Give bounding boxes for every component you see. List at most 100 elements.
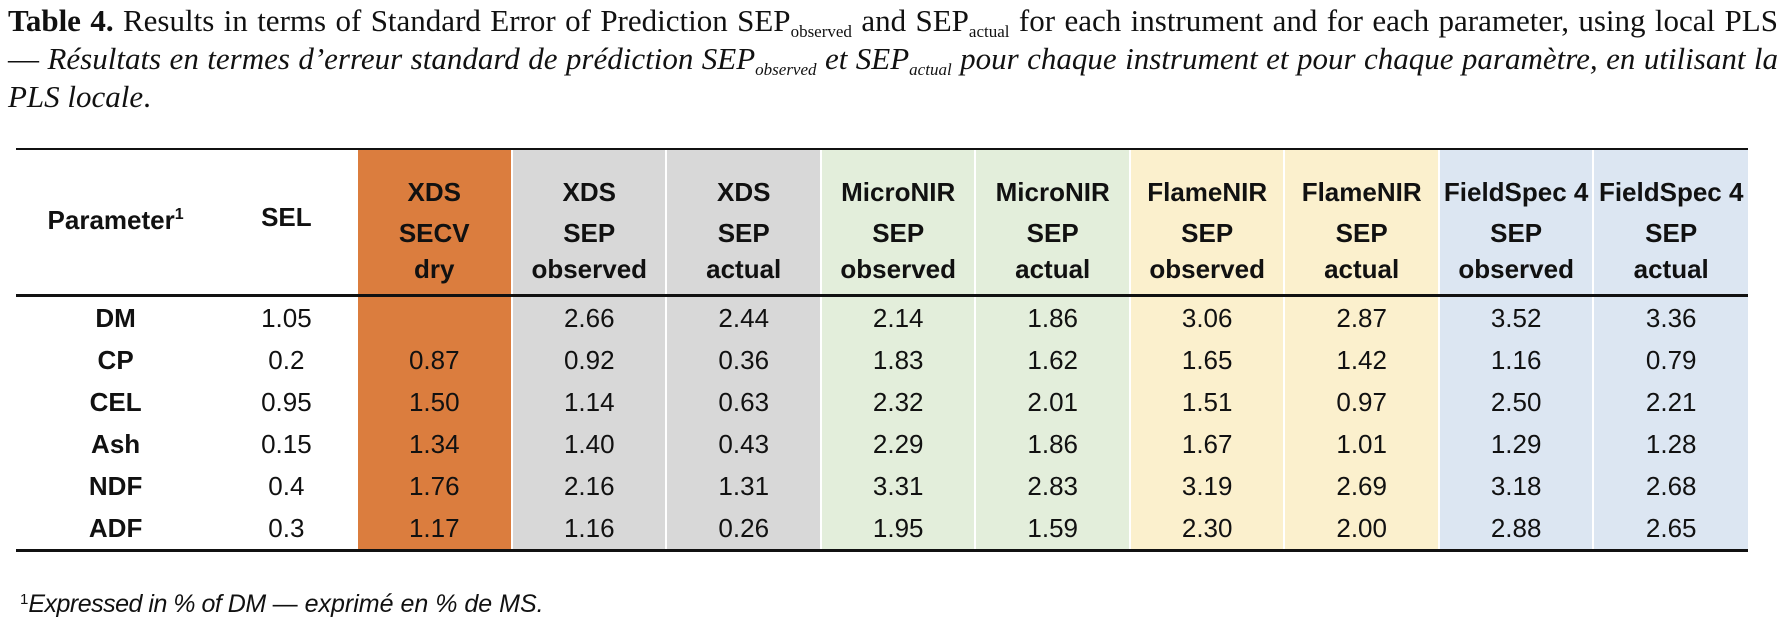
header-instrument-0: XDS bbox=[357, 148, 512, 212]
cell-value: 3.06 bbox=[1128, 295, 1285, 339]
cell-value: 0.92 bbox=[510, 339, 667, 381]
cell-value: 1.51 bbox=[1128, 381, 1285, 423]
header-variant-6: actual bbox=[1283, 254, 1439, 297]
cell-value: 1.14 bbox=[510, 381, 667, 423]
table-body: DM 1.05 2.66 2.44 2.14 1.86 3.06 2.87 3.52 3.36 CP… bbox=[16, 295, 1748, 552]
cell-value: 2.66 bbox=[510, 295, 667, 339]
header-metric-2: SEP bbox=[665, 212, 821, 254]
table-caption: Table 4. Results in terms of Standard Er… bbox=[8, 2, 1778, 116]
caption-en-1: Results in terms of Standard Error of Pr… bbox=[113, 3, 791, 38]
table-row: CEL 0.95 1.50 1.14 0.63 2.32 2.01 1.51 0.97 2.50 2… bbox=[16, 381, 1748, 423]
row-parameter: CP bbox=[97, 344, 134, 375]
cell-value: 1.17 bbox=[357, 507, 512, 552]
cell-value: 2.00 bbox=[1283, 507, 1439, 552]
cell-value: 2.29 bbox=[819, 423, 976, 465]
cell-value bbox=[357, 295, 512, 339]
caption-fr-sub-1: observed bbox=[755, 60, 817, 79]
header-instrument-3: MicroNIR bbox=[819, 148, 976, 212]
header-row-instrument: Parameter1 SEL XDS XDS XDS MicroNIR MicroNIR… bbox=[16, 148, 1748, 297]
cell-value: 0.26 bbox=[665, 507, 821, 552]
cell-value: 1.34 bbox=[357, 423, 512, 465]
cell-value: 2.69 bbox=[1283, 465, 1439, 507]
header-sel: SEL bbox=[215, 148, 358, 297]
header-variant-1: observed bbox=[510, 254, 667, 297]
footnote: 1Expressed in % of DM — exprimé en % de … bbox=[20, 590, 544, 619]
table-row: ADF 0.3 1.17 1.16 0.26 1.95 1.59 2.30 2.00 2.88 2.… bbox=[16, 507, 1748, 552]
cell-value: 1.31 bbox=[665, 465, 821, 507]
header-variant-3: observed bbox=[819, 254, 976, 297]
header-variant-7: observed bbox=[1437, 254, 1594, 297]
header-instrument-8: FieldSpec 4 bbox=[1592, 148, 1748, 212]
cell-value: 1.40 bbox=[510, 423, 667, 465]
cell-value: 3.31 bbox=[819, 465, 976, 507]
cell-value: 1.95 bbox=[819, 507, 976, 552]
cell-value: 3.52 bbox=[1437, 295, 1594, 339]
caption-label: Table 4. bbox=[8, 3, 114, 38]
cell-value: 2.87 bbox=[1283, 295, 1439, 339]
row-sel: 0.3 bbox=[215, 507, 358, 552]
cell-value: 1.83 bbox=[819, 339, 976, 381]
cell-value: 0.43 bbox=[665, 423, 821, 465]
header-row-variant: dry observed actual observed actual observed a… bbox=[16, 254, 1748, 297]
table-row: NDF 0.4 1.76 2.16 1.31 3.31 2.83 3.19 2.69 3.18 2.… bbox=[16, 465, 1748, 507]
table-row: DM 1.05 2.66 2.44 2.14 1.86 3.06 2.87 3.52 3.36 bbox=[16, 295, 1748, 339]
cell-value: 1.65 bbox=[1128, 339, 1285, 381]
row-sel: 0.4 bbox=[268, 470, 305, 501]
header-variant-2: actual bbox=[665, 254, 821, 297]
cell-value: 2.83 bbox=[974, 465, 1130, 507]
row-parameter: DM bbox=[95, 302, 136, 333]
caption-en-sub-2: actual bbox=[968, 22, 1010, 41]
cell-value: 1.42 bbox=[1283, 339, 1439, 381]
cell-value: 1.59 bbox=[974, 507, 1130, 552]
row-sel: 1.05 bbox=[261, 302, 312, 333]
caption-fr-2: et SEP bbox=[816, 41, 910, 76]
header-parameter: Parameter1 bbox=[16, 148, 216, 297]
header-row-metric: SECV SEP SEP SEP SEP SEP SEP SEP SEP bbox=[16, 212, 1748, 254]
header-metric-4: SEP bbox=[974, 212, 1130, 254]
cell-value: 1.76 bbox=[357, 465, 512, 507]
cell-value: 0.63 bbox=[665, 381, 821, 423]
row-parameter: Ash bbox=[91, 428, 141, 459]
footnote-sup: 1 bbox=[20, 591, 29, 608]
cell-value: 0.97 bbox=[1283, 381, 1439, 423]
cell-value: 3.18 bbox=[1437, 465, 1594, 507]
header-variant-0: dry bbox=[357, 254, 512, 297]
caption-en-2: and SEP bbox=[851, 3, 969, 38]
cell-value: 2.68 bbox=[1592, 465, 1748, 507]
header-instrument-1: XDS bbox=[510, 148, 667, 212]
cell-value: 2.44 bbox=[665, 295, 821, 339]
cell-value: 1.50 bbox=[357, 381, 512, 423]
cell-value: 1.29 bbox=[1437, 423, 1594, 465]
header-metric-8: SEP bbox=[1592, 212, 1748, 254]
header-metric-1: SEP bbox=[510, 212, 667, 254]
cell-value: 0.79 bbox=[1592, 339, 1748, 381]
cell-value: 1.28 bbox=[1592, 423, 1748, 465]
row-parameter: CEL bbox=[89, 386, 142, 417]
footnote-dash: — bbox=[265, 590, 305, 618]
cell-value: 3.36 bbox=[1592, 295, 1748, 339]
cell-value: 2.16 bbox=[510, 465, 667, 507]
caption-end: . bbox=[143, 79, 151, 114]
caption-fr-1: Résultats en termes d’erreur standard de… bbox=[47, 41, 756, 76]
caption-en-sub-1: observed bbox=[790, 22, 852, 41]
row-parameter: NDF bbox=[88, 470, 143, 501]
cell-value: 3.19 bbox=[1128, 465, 1285, 507]
table-row: CP 0.2 0.87 0.92 0.36 1.83 1.62 1.65 1.42 1.16 0.7… bbox=[16, 339, 1748, 381]
results-table: Parameter1 SEL XDS XDS XDS MicroNIR MicroNIR… bbox=[16, 148, 1748, 552]
cell-value: 2.21 bbox=[1592, 381, 1748, 423]
cell-value: 0.87 bbox=[357, 339, 512, 381]
cell-value: 0.36 bbox=[665, 339, 821, 381]
footnote-en: Expressed in % of DM bbox=[28, 590, 266, 618]
header-variant-5: observed bbox=[1128, 254, 1285, 297]
header-parameter-label: Parameter bbox=[47, 204, 175, 235]
header-metric-7: SEP bbox=[1437, 212, 1594, 254]
header-metric-5: SEP bbox=[1128, 212, 1285, 254]
header-instrument-2: XDS bbox=[665, 148, 821, 212]
caption-en-3: for each instrument and for each paramet… bbox=[8, 3, 1778, 76]
cell-value: 1.62 bbox=[974, 339, 1130, 381]
cell-value: 2.30 bbox=[1128, 507, 1285, 552]
cell-value: 2.01 bbox=[974, 381, 1130, 423]
cell-value: 1.67 bbox=[1128, 423, 1285, 465]
cell-value: 2.50 bbox=[1437, 381, 1594, 423]
cell-value: 2.32 bbox=[819, 381, 976, 423]
